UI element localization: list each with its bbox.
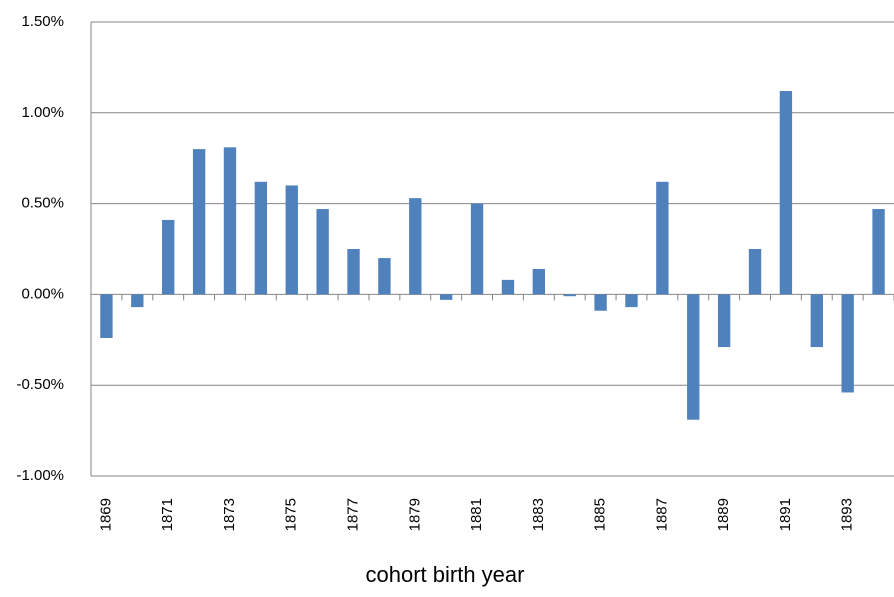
bar — [810, 294, 823, 348]
y-tick-label: 1.50% — [21, 13, 64, 30]
x-tick-label: 1885 — [592, 498, 609, 531]
x-tick-label: 1893 — [839, 498, 856, 531]
bar — [687, 294, 700, 420]
bar — [841, 294, 854, 393]
x-tick-label: 1875 — [283, 498, 300, 531]
bar — [254, 181, 268, 295]
bar — [192, 149, 206, 295]
x-tick-label: 1871 — [159, 498, 176, 531]
bar — [378, 258, 391, 295]
bar — [501, 279, 515, 295]
bar — [409, 198, 422, 295]
x-tick-label: 1891 — [777, 498, 794, 531]
x-tick-label: 1887 — [653, 498, 670, 531]
y-tick-label: -1.00% — [16, 467, 64, 484]
bar — [717, 294, 731, 348]
y-tick-label: 0.00% — [21, 285, 64, 302]
bar — [594, 294, 607, 311]
bar — [563, 294, 576, 297]
bar — [131, 294, 144, 308]
x-tick-label: 1873 — [221, 498, 238, 531]
bar — [748, 249, 762, 295]
x-tick-label: 1881 — [468, 498, 485, 531]
bar — [347, 249, 360, 295]
bar — [625, 294, 638, 308]
x-tick-label: 1869 — [97, 498, 114, 531]
x-tick-label: 1889 — [715, 498, 732, 531]
bar — [316, 209, 329, 295]
x-tick-label: 1879 — [406, 498, 423, 531]
x-axis-title: cohort birth year — [366, 562, 525, 587]
bar — [532, 268, 546, 295]
x-tick-label: 1883 — [530, 498, 547, 531]
bar — [162, 219, 175, 295]
bar — [100, 294, 113, 338]
x-tick-label: 1877 — [344, 498, 361, 531]
bar — [439, 294, 453, 300]
bar — [470, 203, 484, 295]
y-tick-label: 0.50% — [21, 195, 64, 212]
bar — [223, 147, 237, 295]
bar — [285, 185, 298, 295]
bar — [779, 91, 793, 295]
y-tick-label: -0.50% — [16, 376, 64, 393]
bar — [872, 209, 885, 295]
bar — [656, 181, 669, 295]
y-tick-label: 1.00% — [21, 104, 64, 121]
